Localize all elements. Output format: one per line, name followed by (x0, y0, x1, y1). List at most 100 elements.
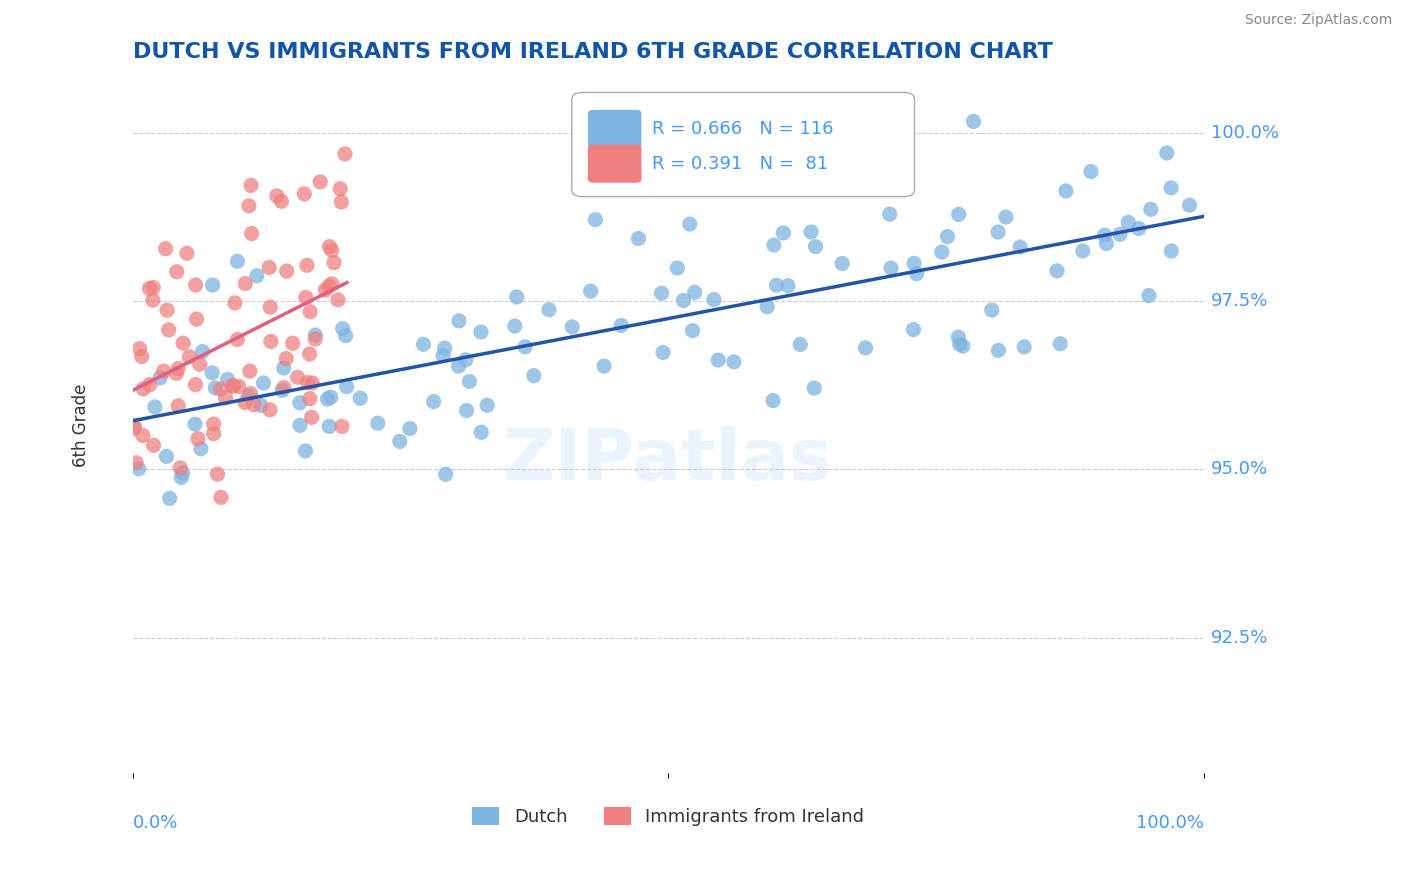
Dutch (931, 245, 953, 260)
Immigrants from Ireland (226, 333, 249, 347)
Immigrants from Ireland (297, 376, 319, 390)
Dutch (762, 238, 785, 252)
Text: 95.0%: 95.0% (1211, 460, 1268, 478)
Immigrants from Ireland (326, 293, 349, 307)
Immigrants from Ireland (156, 303, 179, 318)
Dutch (1116, 215, 1139, 229)
Dutch (475, 398, 498, 412)
Dutch (159, 491, 181, 506)
Immigrants from Ireland (276, 351, 298, 366)
Immigrants from Ireland (329, 182, 352, 196)
Dutch (948, 207, 970, 221)
Immigrants from Ireland (321, 277, 343, 291)
Immigrants from Ireland (281, 336, 304, 351)
Text: 97.5%: 97.5% (1211, 292, 1268, 310)
Immigrants from Ireland (172, 336, 194, 351)
Dutch (880, 261, 903, 276)
Dutch (703, 293, 725, 307)
Text: R = 0.666   N = 116: R = 0.666 N = 116 (652, 120, 834, 138)
Dutch (772, 226, 794, 240)
Dutch (879, 207, 901, 221)
Immigrants from Ireland (142, 280, 165, 294)
Immigrants from Ireland (142, 438, 165, 452)
Immigrants from Ireland (132, 382, 155, 396)
Dutch (434, 467, 457, 482)
Immigrants from Ireland (292, 186, 315, 201)
Immigrants from Ireland (187, 432, 209, 446)
Dutch (470, 325, 492, 339)
Immigrants from Ireland (233, 277, 256, 291)
Dutch (201, 366, 224, 380)
Immigrants from Ireland (222, 379, 245, 393)
Dutch (143, 400, 166, 414)
Immigrants from Ireland (167, 399, 190, 413)
Dutch (666, 260, 689, 275)
Immigrants from Ireland (287, 370, 309, 384)
Immigrants from Ireland (233, 395, 256, 409)
Dutch (447, 359, 470, 373)
Dutch (422, 394, 444, 409)
Immigrants from Ireland (169, 461, 191, 475)
Immigrants from Ireland (295, 290, 318, 304)
Dutch (1094, 228, 1116, 243)
Dutch (184, 417, 207, 432)
Immigrants from Ireland (273, 381, 295, 395)
Immigrants from Ireland (318, 239, 340, 253)
Immigrants from Ireland (298, 392, 321, 406)
Immigrants from Ireland (270, 194, 292, 209)
Dutch (172, 466, 194, 480)
Dutch (250, 399, 273, 413)
Dutch (217, 372, 239, 386)
Dutch (627, 231, 650, 245)
Dutch (1010, 240, 1032, 254)
Dutch (1160, 244, 1182, 258)
Dutch (1046, 264, 1069, 278)
Immigrants from Ireland (224, 296, 246, 310)
Dutch (683, 285, 706, 300)
Dutch (432, 348, 454, 362)
Text: Source: ZipAtlas.com: Source: ZipAtlas.com (1244, 13, 1392, 28)
Immigrants from Ireland (139, 377, 162, 392)
Dutch (367, 416, 389, 430)
Immigrants from Ireland (260, 334, 283, 349)
Dutch (412, 337, 434, 351)
Dutch (682, 324, 704, 338)
Dutch (1137, 288, 1160, 302)
Dutch (803, 381, 825, 395)
Text: DUTCH VS IMMIGRANTS FROM IRELAND 6TH GRADE CORRELATION CHART: DUTCH VS IMMIGRANTS FROM IRELAND 6TH GRA… (132, 42, 1053, 62)
Immigrants from Ireland (301, 410, 323, 425)
Immigrants from Ireland (333, 147, 356, 161)
Immigrants from Ireland (301, 376, 323, 390)
Dutch (723, 355, 745, 369)
Dutch (454, 352, 477, 367)
Dutch (349, 391, 371, 405)
Dutch (238, 389, 260, 403)
Dutch (332, 321, 354, 335)
Dutch (579, 284, 602, 298)
Dutch (936, 229, 959, 244)
Immigrants from Ireland (184, 277, 207, 292)
Dutch (1054, 184, 1077, 198)
Dutch (652, 345, 675, 359)
FancyBboxPatch shape (588, 145, 641, 183)
Dutch (523, 368, 546, 383)
Immigrants from Ireland (330, 195, 353, 210)
Immigrants from Ireland (122, 421, 145, 435)
FancyBboxPatch shape (572, 93, 914, 196)
Dutch (273, 361, 295, 376)
Dutch (905, 267, 928, 281)
Dutch (316, 392, 339, 406)
Dutch (903, 323, 925, 337)
Immigrants from Ireland (131, 350, 153, 364)
Dutch (447, 314, 470, 328)
Dutch (651, 286, 673, 301)
Text: 0.0%: 0.0% (132, 814, 179, 832)
Text: 100.0%: 100.0% (1211, 123, 1278, 142)
Dutch (756, 300, 779, 314)
Dutch (190, 442, 212, 456)
Immigrants from Ireland (238, 199, 260, 213)
Dutch (1128, 221, 1150, 235)
Immigrants from Ireland (188, 357, 211, 371)
Immigrants from Ireland (257, 260, 280, 275)
Dutch (226, 254, 249, 268)
